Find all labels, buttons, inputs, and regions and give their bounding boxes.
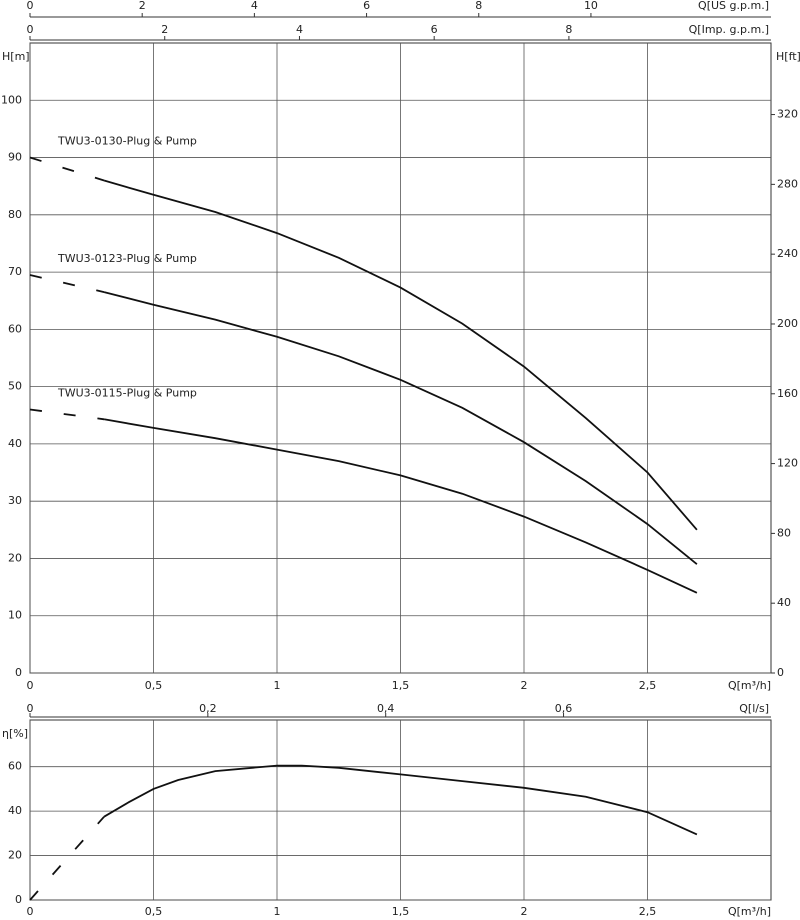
y2-tick-label: 280 (777, 177, 798, 190)
series-label: TWU3-0130-Plug & Pump (57, 135, 197, 148)
y2-tick-label: 80 (777, 526, 791, 539)
y-tick-label: 40 (8, 437, 22, 450)
x-tick-label: 2 (521, 679, 528, 692)
top-tick-label: 2 (139, 0, 146, 12)
y-tick-label: 70 (8, 265, 22, 278)
series-label: TWU3-0123-Plug & Pump (57, 252, 197, 265)
x-tick-label: 0 (27, 905, 34, 918)
y2-axis-label: H[ft] (776, 50, 800, 63)
y2-tick-label: 120 (777, 457, 798, 470)
y-tick-label: 0 (15, 893, 22, 906)
y-tick-label: 0 (15, 666, 22, 679)
top-tick-label: 8 (475, 0, 482, 12)
y-axis-label: η[%] (2, 727, 28, 740)
top-tick-label: 0,2 (199, 702, 217, 715)
y2-tick-label: 40 (777, 596, 791, 609)
y-tick-label: 20 (8, 551, 22, 564)
y-tick-label: 90 (8, 151, 22, 164)
x-tick-label: 1,5 (392, 679, 410, 692)
top-tick-label: 6 (363, 0, 370, 12)
curve (103, 764, 698, 836)
top-axis-label: Q[US g.p.m.] (698, 0, 769, 12)
x-tick-label: 2,5 (639, 679, 657, 692)
curve-extension (29, 274, 105, 293)
top-tick-label: 2 (161, 23, 168, 36)
y-tick-label: 60 (8, 760, 22, 773)
y-axis-label: H[m] (2, 50, 30, 63)
top-tick-label: 4 (296, 23, 303, 36)
top-tick-label: 0,4 (377, 702, 395, 715)
top-tick-label: 0 (27, 702, 34, 715)
y-tick-label: 50 (8, 380, 22, 393)
x-axis-label: Q[m³/h] (728, 905, 771, 918)
x-tick-label: 0 (27, 679, 34, 692)
top-tick-label: 0 (27, 23, 34, 36)
x-tick-label: 1 (274, 905, 281, 918)
curve (103, 418, 698, 594)
curve (103, 291, 698, 565)
y-tick-label: 30 (8, 494, 22, 507)
x-tick-label: 2 (521, 905, 528, 918)
x-tick-label: 2,5 (639, 905, 657, 918)
y-tick-label: 10 (8, 609, 22, 622)
x-tick-label: 1 (274, 679, 281, 692)
x-tick-label: 1,5 (392, 905, 410, 918)
top-tick-label: 8 (565, 23, 572, 36)
y2-tick-label: 240 (777, 247, 798, 260)
curve-extension (29, 408, 105, 421)
top-tick-label: 0 (27, 0, 34, 12)
y-tick-label: 20 (8, 849, 22, 862)
y-tick-label: 100 (1, 93, 22, 106)
x-tick-label: 0,5 (145, 679, 163, 692)
curve (103, 179, 698, 531)
top-axis-label: Q[Imp. g.p.m.] (689, 23, 769, 36)
y-tick-label: 60 (8, 322, 22, 335)
top-tick-label: 6 (431, 23, 438, 36)
curve-extension (29, 156, 105, 182)
y2-tick-label: 0 (777, 666, 784, 679)
x-tick-label: 0,5 (145, 905, 163, 918)
curve-extension (29, 816, 105, 901)
series-label: TWU3-0115-Plug & Pump (57, 387, 197, 400)
top-tick-label: 4 (251, 0, 258, 12)
top-axis-label: Q[l/s] (739, 702, 769, 715)
x-axis-label: Q[m³/h] (728, 679, 771, 692)
top-tick-label: 10 (584, 0, 598, 12)
top-tick-label: 0,6 (555, 702, 573, 715)
y-tick-label: 40 (8, 804, 22, 817)
y2-tick-label: 160 (777, 387, 798, 400)
y2-tick-label: 200 (777, 317, 798, 330)
y2-tick-label: 320 (777, 108, 798, 121)
y-tick-label: 80 (8, 208, 22, 221)
